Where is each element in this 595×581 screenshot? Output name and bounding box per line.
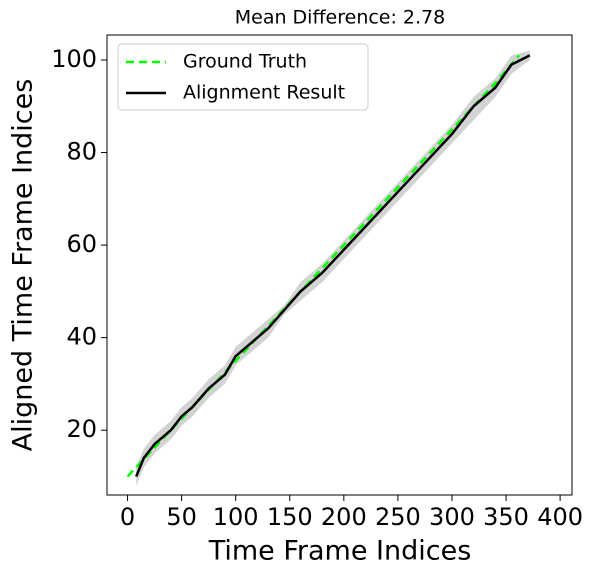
y-axis-label: Aligned Time Frame Indices bbox=[8, 79, 39, 452]
legend-label: Ground Truth bbox=[183, 51, 307, 73]
x-tick-label: 0 bbox=[120, 503, 135, 531]
y-tick-label: 40 bbox=[66, 323, 97, 351]
x-tick-label: 400 bbox=[537, 503, 583, 531]
y-tick-label: 20 bbox=[66, 415, 97, 443]
x-tick-label: 150 bbox=[267, 503, 313, 531]
x-tick-label: 300 bbox=[429, 503, 475, 531]
legend-box bbox=[117, 43, 369, 111]
chart-title: Mean Difference: 2.78 bbox=[235, 7, 446, 29]
y-tick-label: 60 bbox=[66, 230, 97, 258]
x-tick-label: 50 bbox=[166, 503, 197, 531]
legend-label: Alignment Result bbox=[183, 82, 345, 104]
x-tick-label: 350 bbox=[483, 503, 529, 531]
y-tick-label: 100 bbox=[51, 45, 97, 73]
series-line bbox=[135, 54, 531, 477]
x-tick-label: 200 bbox=[321, 503, 367, 531]
y-tick-label: 80 bbox=[66, 138, 97, 166]
x-tick-label: 100 bbox=[213, 503, 259, 531]
uncertainty-band bbox=[136, 50, 530, 486]
plot-frame bbox=[106, 34, 573, 496]
x-axis-label: Time Frame Indices bbox=[208, 536, 472, 567]
x-tick-label: 250 bbox=[375, 503, 421, 531]
